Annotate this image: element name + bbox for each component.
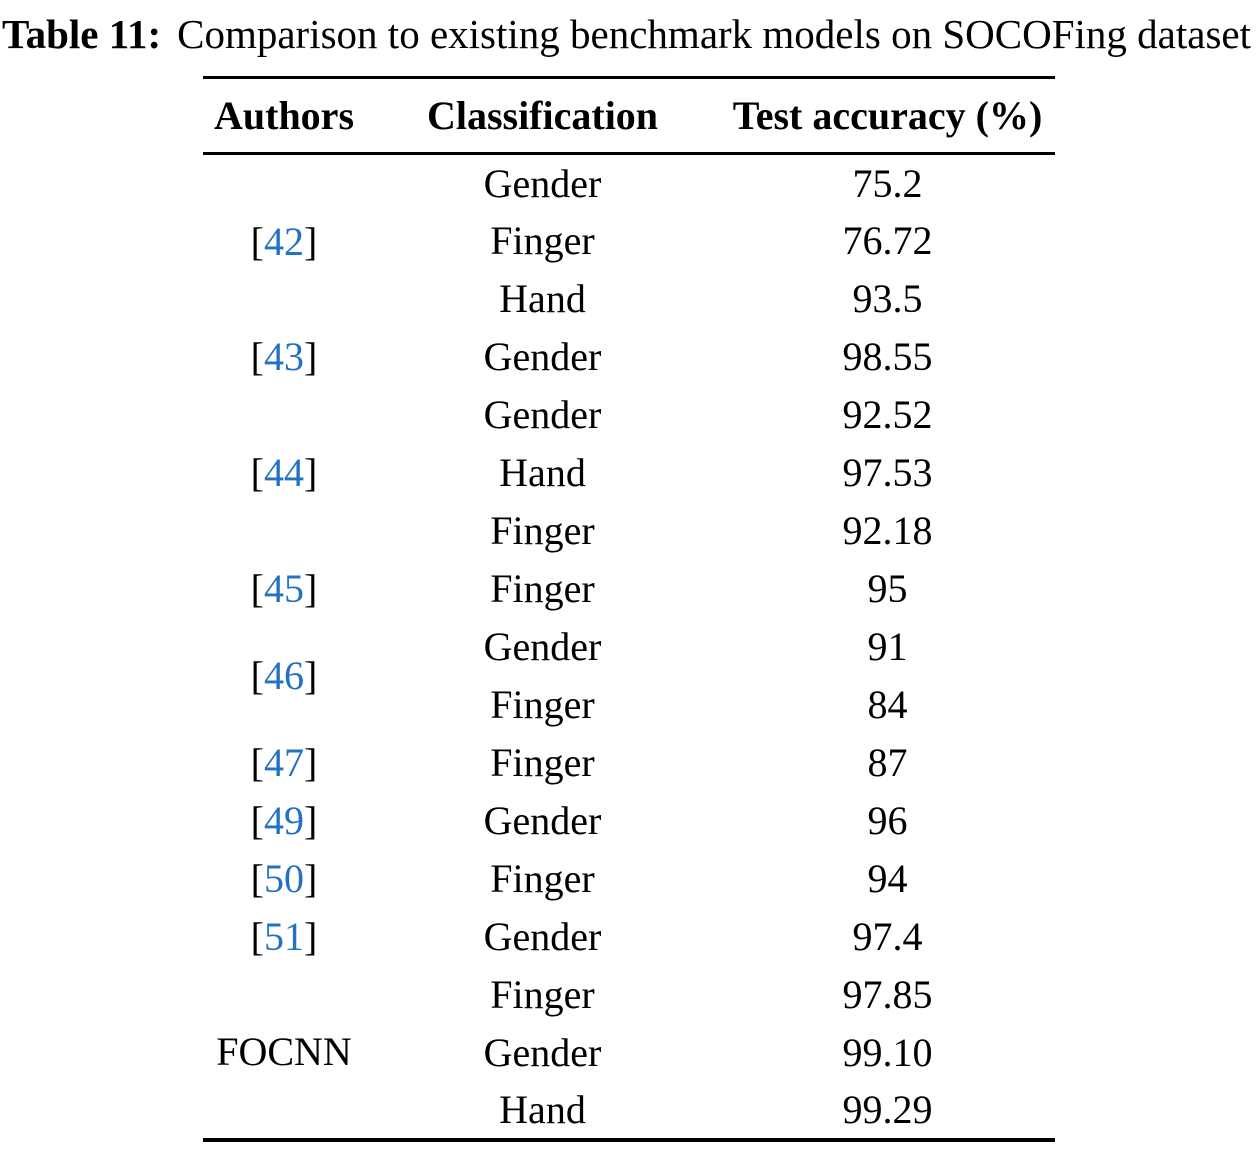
column-header-authors: Authors	[203, 77, 365, 155]
accuracy-cell: 96	[867, 798, 908, 843]
accuracy-cell: 97.53	[842, 450, 933, 495]
accuracy-cell: 99.10	[842, 1030, 933, 1075]
accuracy-cell: 76.72	[842, 218, 933, 263]
classification-cell: Gender	[483, 914, 602, 959]
citation-bracket-open: [	[250, 218, 264, 264]
table-row: [46] Gender 91	[203, 618, 1055, 698]
column-header-classification: Classification	[365, 77, 720, 155]
citation-bracket-open: [	[250, 740, 264, 785]
classification-cell: Gender	[483, 798, 602, 843]
author-cell: [50]	[203, 850, 365, 908]
citation-bracket-open: [	[250, 334, 264, 379]
citation-bracket-close: ]	[304, 566, 318, 611]
author-cell: [43]	[203, 328, 365, 386]
table-row: [45] Finger 95	[203, 560, 1055, 618]
citation-link[interactable]: 50	[264, 856, 304, 901]
citation-bracket-open: [	[250, 566, 264, 611]
accuracy-cell: 95	[867, 566, 908, 611]
table-row: Gender 99.10	[203, 1024, 1055, 1082]
author-cell: [47]	[203, 734, 365, 792]
classification-cell: Gender	[483, 624, 602, 669]
citation-bracket-close: ]	[304, 798, 318, 843]
citation-link[interactable]: 47	[264, 740, 304, 785]
table-row: [44] Gender 92.52	[203, 386, 1055, 495]
classification-cell: Finger	[490, 218, 595, 263]
table-row: Finger 76.72	[203, 212, 1055, 270]
citation-bracket-close: ]	[304, 334, 318, 379]
table-header: Authors Classification Test accuracy (%)	[203, 77, 1055, 155]
citation-bracket-open: [	[250, 798, 264, 843]
accuracy-cell: 75.2	[852, 160, 923, 206]
accuracy-cell: 92.52	[842, 392, 933, 437]
classification-cell: Hand	[499, 450, 586, 495]
author-cell: [42]	[203, 154, 365, 328]
classification-cell: Finger	[490, 566, 595, 611]
table-caption: Table 11: Comparison to existing benchmar…	[0, 0, 1260, 62]
table-row: [51] Gender 97.4	[203, 908, 1055, 966]
accuracy-cell: 97.85	[842, 972, 933, 1017]
accuracy-cell: 98.55	[842, 334, 933, 379]
table-row: Hand 97.53	[203, 444, 1055, 502]
classification-cell: Gender	[483, 334, 602, 379]
classification-cell: Finger	[490, 682, 595, 727]
citation-bracket-open: [	[250, 653, 264, 698]
classification-cell: Finger	[490, 972, 595, 1017]
table-row: [50] Finger 94	[203, 850, 1055, 908]
accuracy-cell: 99.29	[842, 1087, 933, 1132]
citation-bracket-close: ]	[304, 914, 318, 959]
classification-cell: Finger	[490, 856, 595, 901]
column-header-test-accuracy: Test accuracy (%)	[720, 77, 1055, 155]
accuracy-cell: 92.18	[842, 508, 933, 553]
classification-cell: Finger	[490, 508, 595, 553]
author-cell: [44]	[203, 386, 365, 560]
citation-bracket-open: [	[250, 450, 264, 495]
benchmark-comparison-table: Authors Classification Test accuracy (%)…	[203, 76, 1055, 1142]
table-row: [49] Gender 96	[203, 792, 1055, 850]
table-row: Hand 93.5	[203, 270, 1055, 328]
citation-bracket-close: ]	[304, 653, 318, 698]
accuracy-cell: 94	[867, 856, 908, 901]
table-row: FOCNN Finger 97.85	[203, 966, 1055, 1074]
accuracy-cell: 84	[867, 682, 908, 727]
citation-bracket-close: ]	[304, 450, 318, 495]
header-row: Authors Classification Test accuracy (%)	[203, 77, 1055, 155]
citation-bracket-close: ]	[304, 218, 318, 264]
accuracy-cell: 91	[867, 624, 908, 669]
citation-link[interactable]: 44	[264, 450, 304, 495]
classification-cell: Hand	[499, 276, 586, 321]
citation-bracket-open: [	[250, 914, 264, 959]
table-row: Finger 92.18	[203, 502, 1055, 560]
author-cell-model-name: FOCNN	[216, 1029, 352, 1074]
citation-bracket-open: [	[250, 856, 264, 901]
citation-link[interactable]: 49	[264, 798, 304, 843]
table-row: Hand 99.29	[203, 1082, 1055, 1140]
table-row: [47] Finger 87	[203, 734, 1055, 792]
table-row: [43] Gender 98.55	[203, 328, 1055, 386]
table-caption-label: Table 11:	[2, 11, 162, 57]
citation-link[interactable]: 45	[264, 566, 304, 611]
accuracy-cell: 87	[867, 740, 908, 785]
citation-link[interactable]: 46	[264, 653, 304, 698]
citation-bracket-close: ]	[304, 740, 318, 785]
table-row: Finger 84	[203, 676, 1055, 734]
citation-link[interactable]: 51	[264, 914, 304, 959]
classification-cell: Gender	[483, 392, 602, 437]
citation-link[interactable]: 42	[264, 218, 304, 264]
table-row: [42] Gender 75.2	[203, 154, 1055, 264]
citation-bracket-close: ]	[304, 856, 318, 901]
classification-cell: Hand	[499, 1087, 586, 1132]
author-cell: [49]	[203, 792, 365, 850]
accuracy-cell: 97.4	[852, 914, 923, 959]
citation-link[interactable]: 43	[264, 334, 304, 379]
accuracy-cell: 93.5	[852, 276, 923, 321]
author-cell: [45]	[203, 560, 365, 618]
classification-cell: Gender	[483, 160, 602, 206]
table-caption-text: Comparison to existing benchmark models …	[177, 11, 1251, 57]
classification-cell: Finger	[490, 740, 595, 785]
author-cell: [51]	[203, 908, 365, 966]
classification-cell: Gender	[483, 1030, 602, 1075]
author-cell: [46]	[203, 618, 365, 734]
table-body: [42] Gender 75.2 Finger 76.72 Hand 93.5 [43] Gen…	[203, 154, 1055, 1140]
